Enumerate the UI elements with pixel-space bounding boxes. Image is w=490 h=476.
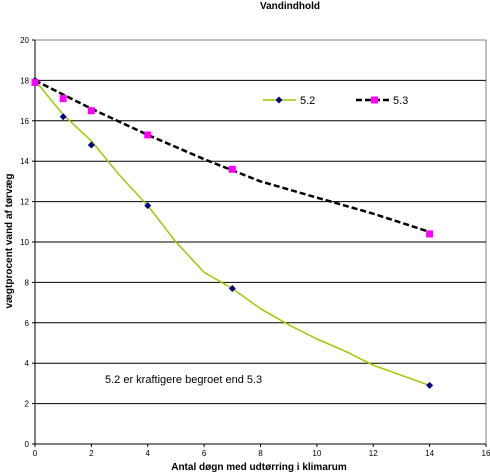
data-point [426, 230, 434, 238]
legend-marker-5-3 [371, 96, 378, 104]
y-tick-label: 14 [20, 157, 29, 166]
legend: 5.2 5.3 [263, 95, 408, 107]
data-point [87, 141, 95, 149]
data-point [144, 202, 152, 210]
chart-title: Vandindhold [260, 1, 320, 12]
legend-label-5-2: 5.2 [300, 95, 315, 107]
data-point [87, 107, 95, 115]
series-5-3 [31, 78, 434, 238]
gridlines [32, 39, 487, 447]
series-layer [31, 76, 434, 389]
tick-labels: 0 2 4 6 8 10 12 14 16 18 20 0 2 4 6 8 10 12 14 16 [20, 36, 490, 458]
y-tick-label: 20 [20, 36, 29, 45]
y-tick-label: 4 [25, 359, 30, 368]
y-tick-label: 12 [20, 198, 29, 207]
x-tick-label: 8 [258, 449, 263, 458]
y-tick-label: 8 [25, 278, 30, 287]
x-tick-label: 2 [89, 449, 94, 458]
y-tick-label: 10 [20, 238, 29, 247]
y-tick-label: 16 [20, 117, 29, 126]
y-tick-label: 6 [25, 319, 30, 328]
x-tick-label: 4 [146, 449, 151, 458]
x-axis-title: Antal døgn med udtørring i klimarum [171, 462, 347, 473]
x-tick-label: 12 [369, 449, 378, 458]
data-point [228, 284, 236, 292]
data-point [59, 113, 67, 121]
legend-label-5-3: 5.3 [393, 95, 408, 107]
y-axis-title: vægtprocent vand af tørvæg [4, 173, 15, 308]
data-point [144, 131, 152, 139]
x-tick-label: 14 [425, 449, 434, 458]
x-tick-label: 10 [312, 449, 321, 458]
x-tick-label: 16 [482, 449, 490, 458]
x-tick-label: 6 [202, 449, 207, 458]
y-tick-label: 0 [25, 440, 30, 449]
data-point [426, 381, 434, 389]
data-point [31, 78, 39, 86]
annotation-text: 5.2 er kraftigere begroet end 5.3 [105, 374, 262, 386]
y-tick-label: 2 [25, 400, 30, 409]
data-point [228, 165, 236, 173]
x-tick-label: 0 [33, 449, 38, 458]
y-tick-label: 18 [20, 76, 29, 85]
legend-marker-5-2 [275, 96, 283, 104]
data-point [59, 95, 67, 103]
